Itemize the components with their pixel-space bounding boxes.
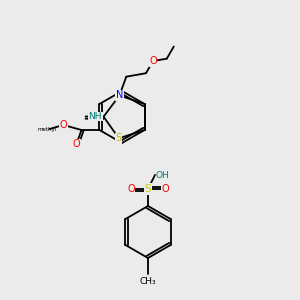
Text: O: O — [60, 120, 67, 130]
Text: N: N — [116, 91, 123, 100]
Text: O: O — [149, 56, 157, 66]
Text: O: O — [127, 184, 135, 194]
Text: methyl: methyl — [38, 127, 57, 131]
Text: NH: NH — [88, 112, 102, 121]
Text: O: O — [161, 184, 169, 194]
Text: S: S — [116, 133, 122, 143]
Text: OH: OH — [156, 170, 170, 179]
Text: O: O — [73, 139, 80, 149]
Text: CH₃: CH₃ — [140, 277, 156, 286]
Text: S: S — [145, 184, 151, 194]
